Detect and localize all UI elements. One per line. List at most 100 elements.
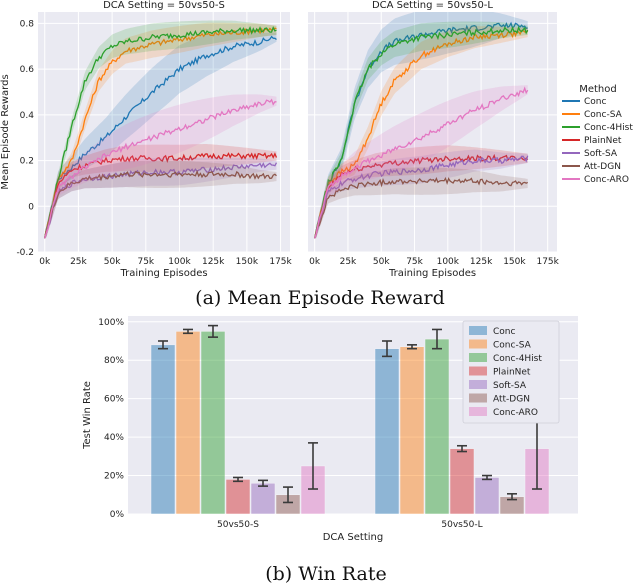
x-tick-label: 0k [309, 257, 321, 267]
x-tick-label: 150k [503, 257, 526, 267]
band-conc-aro [44, 94, 277, 239]
bar-plainnet [449, 448, 475, 515]
x-tick-label: 50vs50-S [217, 520, 259, 530]
band-plainnet [44, 144, 277, 239]
series-line-conc-aro [44, 98, 277, 239]
x-tick-label: 100k [437, 257, 460, 267]
series-line-conc [314, 21, 528, 239]
series-group [314, 12, 529, 239]
legend-label-plainnet: PlainNet [584, 136, 622, 146]
bar-conc-4hist [200, 331, 226, 515]
win-rate-chart: 0% 20% 40% 60% 80% 100% 50vs50-S 50vs50-L DCA Se… [82, 316, 578, 543]
legend-label-plainnet: PlainNet [493, 368, 531, 378]
legend-swatch-conc-sa [469, 339, 487, 349]
bar-conc-sa [399, 346, 425, 515]
series-line-att-dgn [44, 170, 277, 239]
method-legend: Method Conc Conc-SA Conc-4Hist PlainNet Soft-… [562, 84, 633, 185]
legend-swatch-conc-aro [469, 407, 487, 416]
x-tick-label: 50k [373, 257, 390, 267]
legend-label-conc-aro: Conc-ARO [493, 408, 538, 418]
band-soft-sa [314, 149, 528, 239]
x-tick-label: 125k [202, 257, 225, 267]
legend-swatch-soft-sa [469, 380, 487, 389]
series-group [44, 20, 278, 239]
series-line-att-dgn [314, 177, 529, 239]
y-tick-label: 0% [110, 510, 125, 520]
x-axis-label: Training Episodes [388, 268, 476, 279]
y-tick-label: 0 [28, 202, 34, 212]
series-line-conc [44, 35, 277, 239]
panel-50vs50-l: 0k 25k 50k 75k 100k 125k 150k 175k DCA Setting =… [308, 0, 560, 279]
bar-legend [462, 320, 560, 424]
legend-label-conc-aro: Conc-ARO [584, 175, 629, 185]
series-line-soft-sa [314, 155, 529, 239]
series-line-conc-aro [314, 86, 529, 239]
y-tick-label: 0.6 [20, 65, 35, 75]
legend-label-soft-sa: Soft-SA [493, 381, 527, 391]
band-conc-aro [314, 85, 528, 239]
legend-label-soft-sa: Soft-SA [584, 149, 618, 159]
legend-label-conc-sa: Conc-SA [584, 110, 623, 120]
y-tick-label: 60% [104, 395, 124, 405]
bar-plainnet [225, 479, 251, 515]
caption-a: (a) Mean Episode Reward [195, 287, 445, 309]
legend-title: Method [579, 84, 617, 95]
panel-title: DCA Setting = 50vs50-S [103, 0, 225, 11]
legend-label-conc-4hist: Conc-4Hist [584, 123, 633, 133]
x-tick-label: 150k [236, 257, 259, 267]
legend-swatch-conc-4hist [469, 353, 487, 362]
legend-label-conc: Conc [584, 97, 606, 107]
band-conc-sa [314, 26, 528, 239]
bar-conc [150, 344, 176, 515]
legend-swatch-att-dgn [469, 393, 487, 403]
bar-conc [374, 348, 400, 515]
series-line-conc-4hist [314, 25, 529, 239]
x-tick-label: 50k [104, 257, 121, 267]
x-axis-label: DCA Setting [323, 532, 384, 543]
bar-conc-sa [175, 331, 201, 515]
plot-area [38, 12, 290, 252]
band-conc-4hist [314, 21, 528, 239]
y-tick-label: 0.4 [20, 111, 35, 121]
y-tick-label: 20% [104, 472, 124, 482]
legend-swatch-conc [469, 326, 487, 335]
legend-label-conc-4hist: Conc-4Hist [493, 354, 542, 364]
x-tick-label: 100k [168, 257, 191, 267]
y-tick-label: 80% [104, 356, 124, 366]
band-conc [44, 30, 277, 239]
legend-label-conc-sa: Conc-SA [493, 341, 532, 351]
band-att-dgn [44, 160, 277, 239]
x-tick-label: 25k [70, 257, 87, 267]
x-tick-label: 25k [340, 257, 357, 267]
legend-label-att-dgn: Att-DGN [493, 395, 530, 405]
y-tick-label: 40% [104, 433, 124, 443]
x-tick-label: 75k [137, 257, 154, 267]
caption-b: (b) Win Rate [265, 563, 387, 584]
panel-50vs50-s: 0k 25k 50k 75k 100k 125k 150k 175k -0.2 0 0.2 0.4 0.… [0, 0, 293, 279]
y-axis-label: Mean Episode Rewards [0, 74, 11, 189]
x-tick-label: 75k [406, 257, 423, 267]
x-tick-label: 0k [39, 257, 51, 267]
band-att-dgn [314, 167, 528, 239]
x-tick-label: 125k [470, 257, 493, 267]
series-line-soft-sa [44, 162, 278, 239]
legend-label-conc: Conc [493, 327, 515, 337]
band-plainnet [314, 145, 528, 239]
x-tick-label: 50vs50-L [441, 520, 482, 530]
series-line-conc-sa [314, 29, 529, 239]
y-tick-label: 100% [98, 318, 124, 328]
x-tick-label: 175k [269, 257, 292, 267]
bar-soft-sa [250, 482, 276, 515]
series-line-conc-4hist [44, 25, 277, 239]
y-tick-label: -0.2 [16, 248, 34, 258]
y-tick-label: 0.2 [20, 157, 34, 167]
bar-conc-4hist [424, 338, 450, 515]
band-soft-sa [44, 157, 277, 239]
series-line-conc-sa [44, 27, 277, 239]
legend-swatch-plainnet [469, 366, 487, 376]
x-axis-label: Training Episodes [119, 268, 207, 279]
bar-soft-sa [474, 477, 500, 515]
legend-label-att-dgn: Att-DGN [584, 162, 621, 172]
y-tick-label: 0.8 [20, 19, 35, 29]
